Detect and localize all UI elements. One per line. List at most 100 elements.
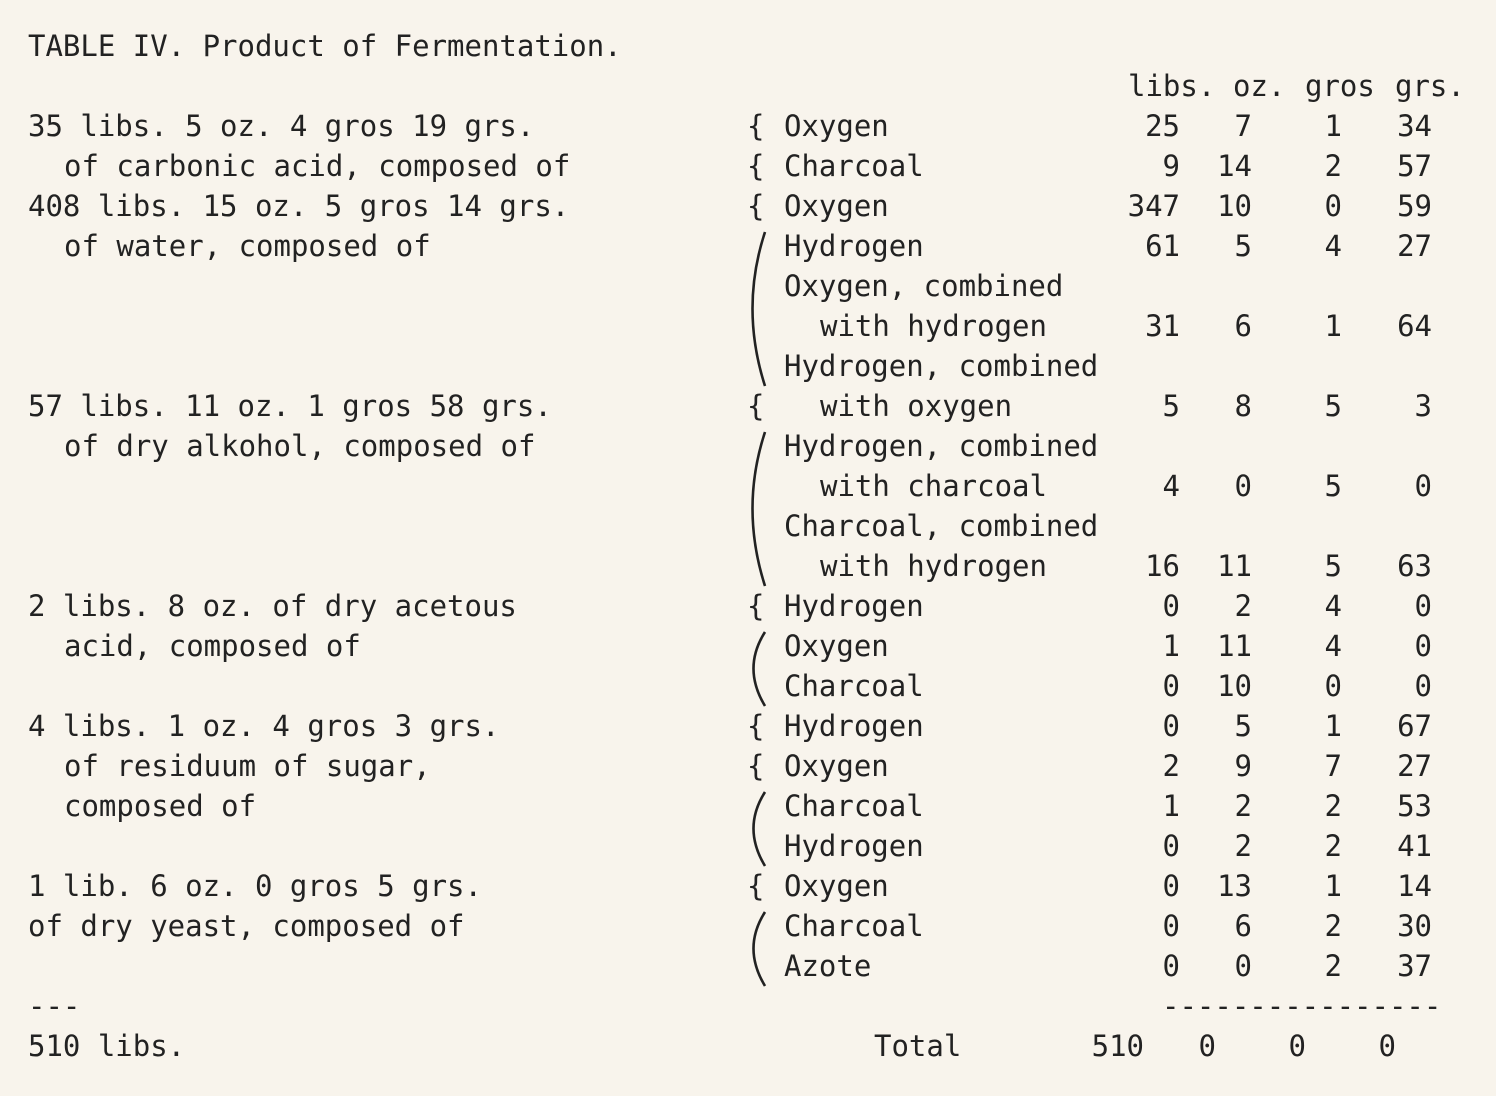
bracket-icon <box>751 431 767 587</box>
value-libs: 0 <box>1162 869 1180 903</box>
unit-header-grs: grs. <box>1395 69 1465 103</box>
component-name: Hydrogen <box>784 829 924 863</box>
unit-header-libs: libs. <box>1128 69 1216 103</box>
value-gros: 1 <box>1324 109 1342 143</box>
value-libs: 31 <box>1145 309 1180 343</box>
value-libs: 0 <box>1162 709 1180 743</box>
group-desc-line: of residuum of sugar, <box>64 749 431 783</box>
value-grs: 30 <box>1397 909 1432 943</box>
value-grs: 0 <box>1414 589 1432 623</box>
value-gros: 5 <box>1324 389 1342 423</box>
component-name: Oxygen <box>784 109 889 143</box>
component-name: Azote <box>784 949 872 983</box>
component-name: Oxygen <box>784 629 889 663</box>
value-gros: 4 <box>1324 629 1342 663</box>
left-rule: --- <box>28 989 81 1023</box>
value-grs: 0 <box>1414 469 1432 503</box>
component-name: Hydrogen, combined <box>784 349 1099 383</box>
bracket-icon <box>751 231 767 387</box>
value-oz: 11 <box>1217 629 1252 663</box>
value-gros: 4 <box>1324 589 1342 623</box>
value-grs: 3 <box>1414 389 1432 423</box>
value-gros: 2 <box>1324 789 1342 823</box>
brace-icon: { <box>747 109 765 143</box>
value-gros: 5 <box>1324 469 1342 503</box>
value-gros: 5 <box>1324 549 1342 583</box>
component-name: Charcoal <box>784 149 924 183</box>
value-libs: 5 <box>1162 389 1180 423</box>
value-libs: 1 <box>1162 789 1180 823</box>
total-libs: 510 <box>1091 1029 1144 1063</box>
component-name: Oxygen <box>784 189 889 223</box>
value-grs: 27 <box>1397 229 1432 263</box>
value-oz: 8 <box>1234 389 1252 423</box>
value-grs: 41 <box>1397 829 1432 863</box>
group-desc-line: of water, composed of <box>64 229 431 263</box>
value-grs: 53 <box>1397 789 1432 823</box>
value-grs: 59 <box>1397 189 1432 223</box>
value-libs: 0 <box>1162 829 1180 863</box>
value-oz: 10 <box>1217 669 1252 703</box>
value-oz: 13 <box>1217 869 1252 903</box>
brace-icon: { <box>747 749 765 783</box>
value-grs: 37 <box>1397 949 1432 983</box>
value-oz: 10 <box>1217 189 1252 223</box>
value-oz: 2 <box>1234 789 1252 823</box>
value-grs: 57 <box>1397 149 1432 183</box>
group-desc-line: 4 libs. 1 oz. 4 gros 3 grs. <box>28 709 500 743</box>
group-desc-line: composed of <box>64 789 257 823</box>
value-oz: 14 <box>1217 149 1252 183</box>
value-gros: 1 <box>1324 309 1342 343</box>
total-label: Total <box>874 1029 962 1063</box>
value-oz: 2 <box>1234 589 1252 623</box>
value-oz: 11 <box>1217 549 1252 583</box>
value-libs: 0 <box>1162 949 1180 983</box>
bracket-icon <box>752 631 767 707</box>
brace-icon: { <box>747 709 765 743</box>
total-oz: 0 <box>1198 1029 1216 1063</box>
unit-header-oz: oz. <box>1233 69 1286 103</box>
value-gros: 2 <box>1324 829 1342 863</box>
left-total: 510 libs. <box>28 1029 186 1063</box>
component-name: Hydrogen <box>784 589 924 623</box>
value-gros: 7 <box>1324 749 1342 783</box>
value-grs: 64 <box>1397 309 1432 343</box>
value-gros: 2 <box>1324 909 1342 943</box>
brace-icon: { <box>747 869 765 903</box>
total-grs: 0 <box>1378 1029 1396 1063</box>
group-desc-line: of carbonic acid, composed of <box>64 149 571 183</box>
value-grs: 34 <box>1397 109 1432 143</box>
component-name: Oxygen, combined <box>784 269 1064 303</box>
component-name: Charcoal <box>784 789 924 823</box>
value-gros: 2 <box>1324 949 1342 983</box>
value-gros: 1 <box>1324 709 1342 743</box>
value-oz: 0 <box>1234 469 1252 503</box>
value-libs: 0 <box>1162 589 1180 623</box>
value-oz: 5 <box>1234 229 1252 263</box>
value-grs: 27 <box>1397 749 1432 783</box>
group-desc-line: 408 libs. 15 oz. 5 gros 14 grs. <box>28 189 570 223</box>
group-desc-line: 57 libs. 11 oz. 1 gros 58 grs. <box>28 389 552 423</box>
bracket-icon <box>752 911 767 987</box>
value-gros: 2 <box>1324 149 1342 183</box>
value-oz: 0 <box>1234 949 1252 983</box>
component-name: with hydrogen <box>820 549 1047 583</box>
component-name: Hydrogen <box>784 709 924 743</box>
group-desc-line: 35 libs. 5 oz. 4 gros 19 grs. <box>28 109 535 143</box>
value-libs: 347 <box>1127 189 1180 223</box>
value-oz: 7 <box>1234 109 1252 143</box>
value-libs: 25 <box>1145 109 1180 143</box>
group-desc-line: of dry alkohol, composed of <box>64 429 536 463</box>
component-name: Charcoal, combined <box>784 509 1099 543</box>
right-rule: ---------------- <box>1162 989 1442 1023</box>
component-name: Hydrogen, combined <box>784 429 1099 463</box>
group-desc-line: of dry yeast, composed of <box>28 909 465 943</box>
value-libs: 9 <box>1162 149 1180 183</box>
value-grs: 67 <box>1397 709 1432 743</box>
value-gros: 0 <box>1324 669 1342 703</box>
brace-icon: { <box>747 589 765 623</box>
value-grs: 14 <box>1397 869 1432 903</box>
bracket-icon <box>752 791 767 867</box>
value-libs: 0 <box>1162 669 1180 703</box>
component-name: Hydrogen <box>784 229 924 263</box>
